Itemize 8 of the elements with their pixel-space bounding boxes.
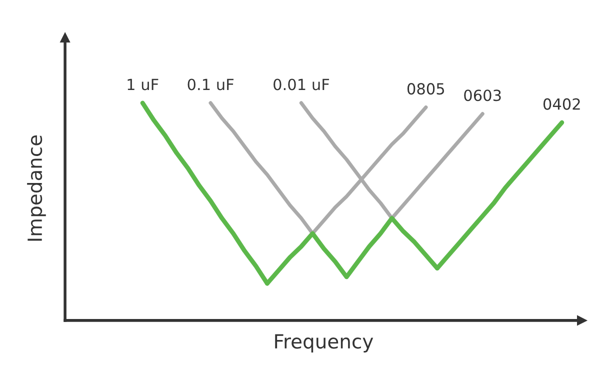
series-label: 1 uF xyxy=(128,78,158,90)
series-label: 0.1 uF xyxy=(188,78,234,90)
y-axis-title: Impedance xyxy=(27,135,46,241)
series-label: 0.01 uF xyxy=(274,78,330,90)
x-axis-title: Frequency xyxy=(275,334,374,352)
series-label: 0402 xyxy=(543,98,580,110)
series-label: 0603 xyxy=(464,90,501,102)
series-label: 0805 xyxy=(407,83,444,95)
